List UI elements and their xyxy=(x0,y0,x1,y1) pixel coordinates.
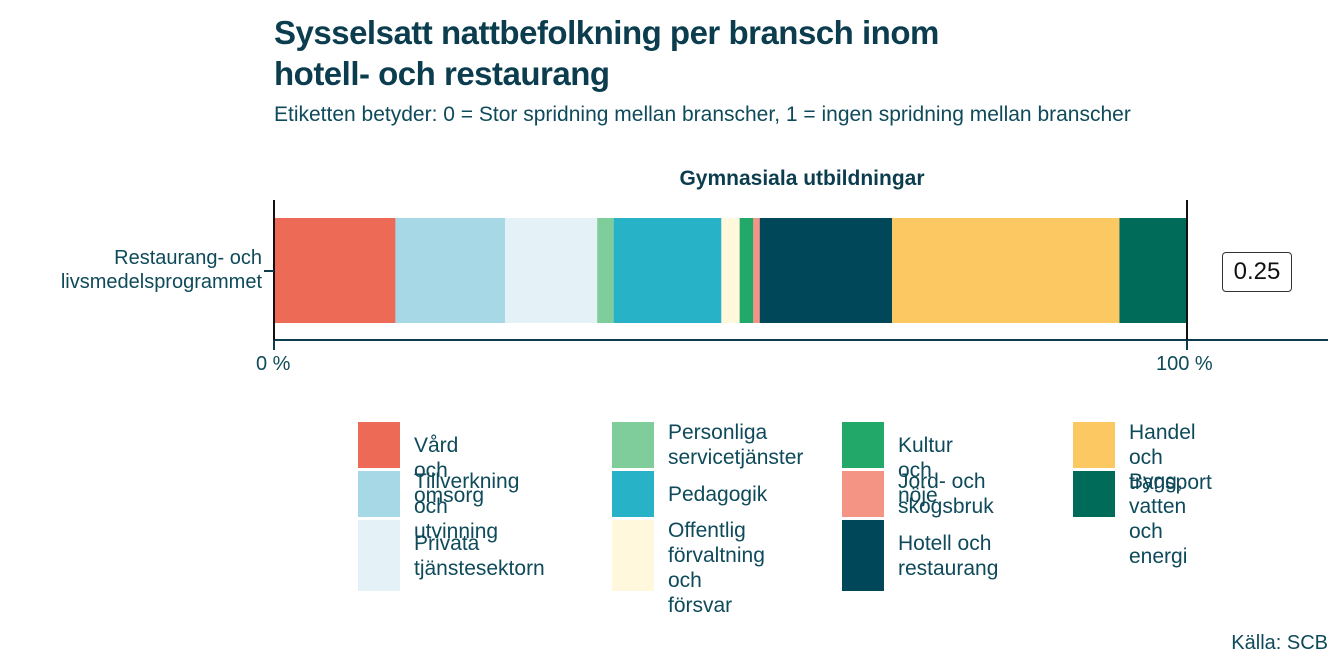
panel-title: Gymnasiala utbildningar xyxy=(679,167,925,190)
legend-label: Jord- och skogsbruk xyxy=(898,470,994,518)
legend-label: Bygg, vatten och energi xyxy=(1129,470,1188,568)
chart-subtitle: Etiketten betyder: 0 = Stor spridning me… xyxy=(274,103,1131,126)
legend-label: Offentlig förvaltning och försvar xyxy=(668,519,765,617)
x-tick-label-100: 100 % xyxy=(1156,353,1213,375)
legend-swatch xyxy=(612,471,654,517)
legend-label: Kultur och nöje xyxy=(898,434,953,507)
legend-swatch xyxy=(1073,471,1115,517)
category-label: Restaurang- och livsmedelsprogrammet xyxy=(12,246,262,294)
legend-swatch xyxy=(842,471,884,517)
legend-label: Privata tjänstesektorn xyxy=(414,532,545,580)
category-label-text: Restaurang- och livsmedelsprogrammet xyxy=(60,247,262,293)
legend-label: Tillverkning och utvinning xyxy=(414,470,520,543)
legend-swatch xyxy=(612,422,654,468)
chart-title: Sysselsatt nattbefolkning per bransch in… xyxy=(274,14,939,92)
x-tick-label-0: 0 % xyxy=(256,353,291,375)
legend-label: Handel och transport xyxy=(1129,421,1212,494)
legend-swatch xyxy=(842,422,884,468)
bar-segment-5 xyxy=(721,218,740,323)
legend-swatch xyxy=(358,422,400,468)
legend-swatch xyxy=(358,471,400,517)
bar-segment-7 xyxy=(753,218,760,323)
bar-segment-4 xyxy=(613,218,722,323)
legend-label: Hotell och restaurang xyxy=(898,532,999,580)
bar-segment-9 xyxy=(892,218,1120,323)
bar-stack xyxy=(274,218,1187,323)
legend-label: Personliga servicetjänster xyxy=(668,421,804,469)
value-label: 0.25 xyxy=(1222,252,1292,292)
bar-segment-0 xyxy=(274,218,396,323)
source-note: Källa: SCB xyxy=(1231,632,1328,654)
legend-swatch xyxy=(612,520,654,591)
bar-segment-2 xyxy=(504,218,598,323)
bar-segment-3 xyxy=(597,218,614,323)
legend-swatch xyxy=(1073,422,1115,468)
legend-label: Vård och omsorg xyxy=(414,434,485,507)
bar-segment-6 xyxy=(739,218,754,323)
bar-segment-1 xyxy=(395,218,505,323)
legend-swatch xyxy=(358,520,400,591)
legend-swatch xyxy=(842,520,884,591)
legend-label: Pedagogik xyxy=(668,483,768,506)
bar-segment-10 xyxy=(1119,218,1187,323)
bar-segment-8 xyxy=(759,218,893,323)
